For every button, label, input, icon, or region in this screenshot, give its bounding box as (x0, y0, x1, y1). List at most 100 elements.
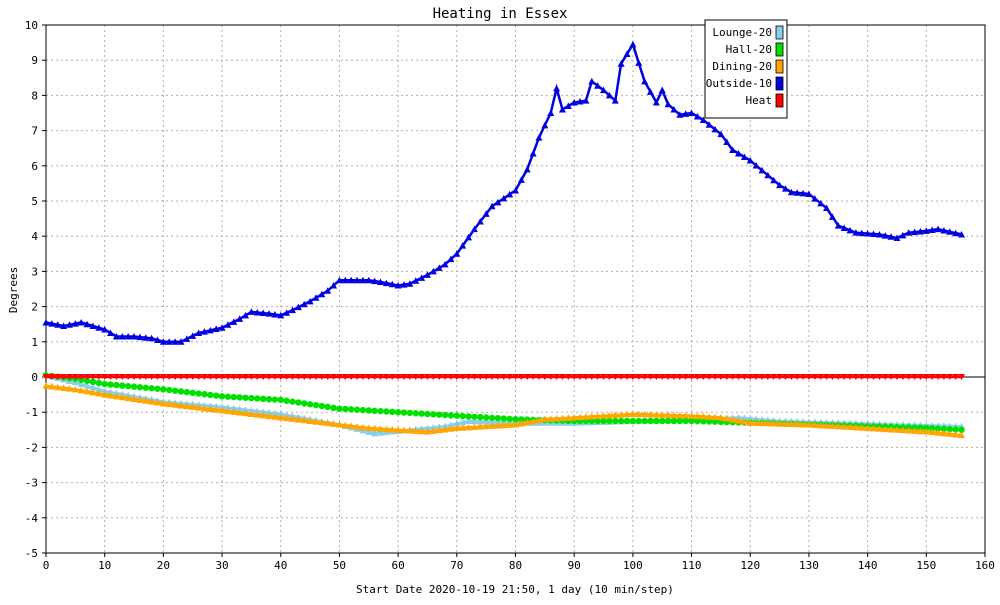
x-tick-label: 130 (799, 559, 819, 572)
data-point-outside-10 (394, 281, 402, 289)
data-point-outside-10 (353, 276, 361, 284)
data-point-dining-20 (324, 419, 332, 427)
data-point-outside-10 (412, 277, 420, 284)
data-point-hall-20 (107, 381, 114, 388)
data-point-outside-10 (476, 218, 484, 225)
data-point-outside-10 (212, 325, 220, 333)
y-tick-label: -5 (25, 547, 38, 560)
data-point-dining-20 (512, 421, 519, 428)
data-point-outside-10 (48, 320, 56, 327)
y-tick-label: 3 (31, 265, 38, 278)
data-point-hall-20 (705, 418, 713, 425)
data-point-heat (112, 374, 120, 380)
data-point-heat (330, 374, 338, 380)
data-point-lounge-20 (271, 409, 279, 417)
data-point-outside-10 (887, 233, 895, 240)
data-point-outside-10 (318, 290, 326, 298)
data-point-outside-10 (136, 333, 144, 341)
data-point-heat (388, 374, 396, 380)
data-point-outside-10 (682, 110, 690, 117)
data-point-heat (277, 374, 285, 380)
data-point-heat (934, 374, 942, 380)
data-point-dining-20 (717, 413, 725, 421)
data-point-outside-10 (875, 230, 883, 238)
data-point-hall-20 (271, 396, 279, 403)
legend-box (704, 19, 788, 119)
data-point-heat (365, 374, 373, 380)
data-point-outside-10 (83, 320, 91, 328)
data-point-outside-10 (335, 276, 343, 284)
data-point-dining-20 (95, 390, 103, 397)
data-point-hall-20 (277, 396, 284, 404)
data-point-hall-20 (130, 383, 138, 390)
data-point-outside-10 (922, 227, 930, 234)
legend-label-hall-20: Hall-20 (726, 43, 772, 56)
data-point-heat (353, 374, 361, 380)
data-point-outside-10 (195, 329, 203, 336)
data-point-dining-20 (523, 418, 531, 426)
data-point-outside-10 (635, 59, 643, 66)
data-point-outside-10 (488, 202, 496, 210)
data-point-outside-10 (77, 318, 85, 326)
data-point-outside-10 (277, 311, 285, 319)
data-point-lounge-20 (83, 382, 91, 389)
data-point-hall-20 (594, 417, 601, 425)
data-point-outside-10 (846, 226, 854, 234)
x-tick-label: 120 (740, 559, 760, 572)
data-point-dining-20 (934, 429, 942, 436)
data-point-outside-10 (758, 166, 766, 174)
data-point-dining-20 (482, 422, 490, 430)
data-point-heat (641, 374, 649, 380)
data-point-heat (811, 374, 819, 380)
data-point-dining-20 (594, 412, 602, 420)
data-point-dining-20 (611, 411, 619, 419)
data-point-heat (271, 374, 279, 380)
data-point-dining-20 (277, 413, 285, 421)
data-point-outside-10 (418, 274, 426, 281)
data-point-dining-20 (864, 424, 872, 432)
data-point-lounge-20 (212, 402, 220, 410)
data-point-lounge-20 (476, 417, 484, 425)
data-point-dining-20 (887, 425, 895, 433)
legend-label-heat: Heat (746, 94, 773, 107)
data-point-dining-20 (517, 419, 525, 427)
data-point-outside-10 (142, 334, 150, 341)
data-point-hall-20 (676, 417, 684, 425)
data-point-heat (212, 374, 220, 380)
data-point-outside-10 (177, 338, 185, 345)
data-point-heat (488, 374, 496, 380)
data-point-dining-20 (60, 384, 68, 391)
data-point-outside-10 (500, 194, 508, 202)
data-point-heat (764, 374, 772, 380)
data-point-outside-10 (400, 281, 408, 288)
data-point-hall-20 (336, 405, 343, 412)
data-point-heat (717, 374, 725, 380)
data-point-hall-20 (248, 394, 255, 402)
data-point-heat (177, 374, 185, 380)
data-point-heat (107, 374, 115, 380)
data-point-hall-20 (342, 405, 349, 413)
data-point-dining-20 (230, 408, 238, 415)
data-point-dining-20 (764, 419, 772, 427)
data-point-heat (83, 374, 91, 380)
data-point-heat (740, 374, 748, 380)
data-point-outside-10 (652, 98, 660, 106)
data-point-hall-20 (694, 417, 701, 425)
data-point-outside-10 (547, 109, 555, 116)
data-point-dining-20 (330, 420, 338, 427)
data-point-dining-20 (48, 383, 56, 390)
data-point-hall-20 (89, 378, 97, 386)
data-point-outside-10 (805, 190, 813, 197)
data-point-heat (247, 374, 255, 380)
data-point-outside-10 (911, 228, 919, 236)
data-point-heat (500, 374, 508, 380)
data-point-outside-10 (406, 280, 414, 287)
data-point-hall-20 (148, 385, 155, 392)
data-point-heat (148, 374, 156, 380)
data-point-dining-20 (881, 425, 889, 433)
data-point-hall-20 (265, 395, 273, 403)
data-point-hall-20 (664, 417, 672, 425)
data-point-hall-20 (418, 410, 425, 417)
data-point-hall-20 (459, 412, 466, 420)
data-point-heat (512, 374, 519, 380)
